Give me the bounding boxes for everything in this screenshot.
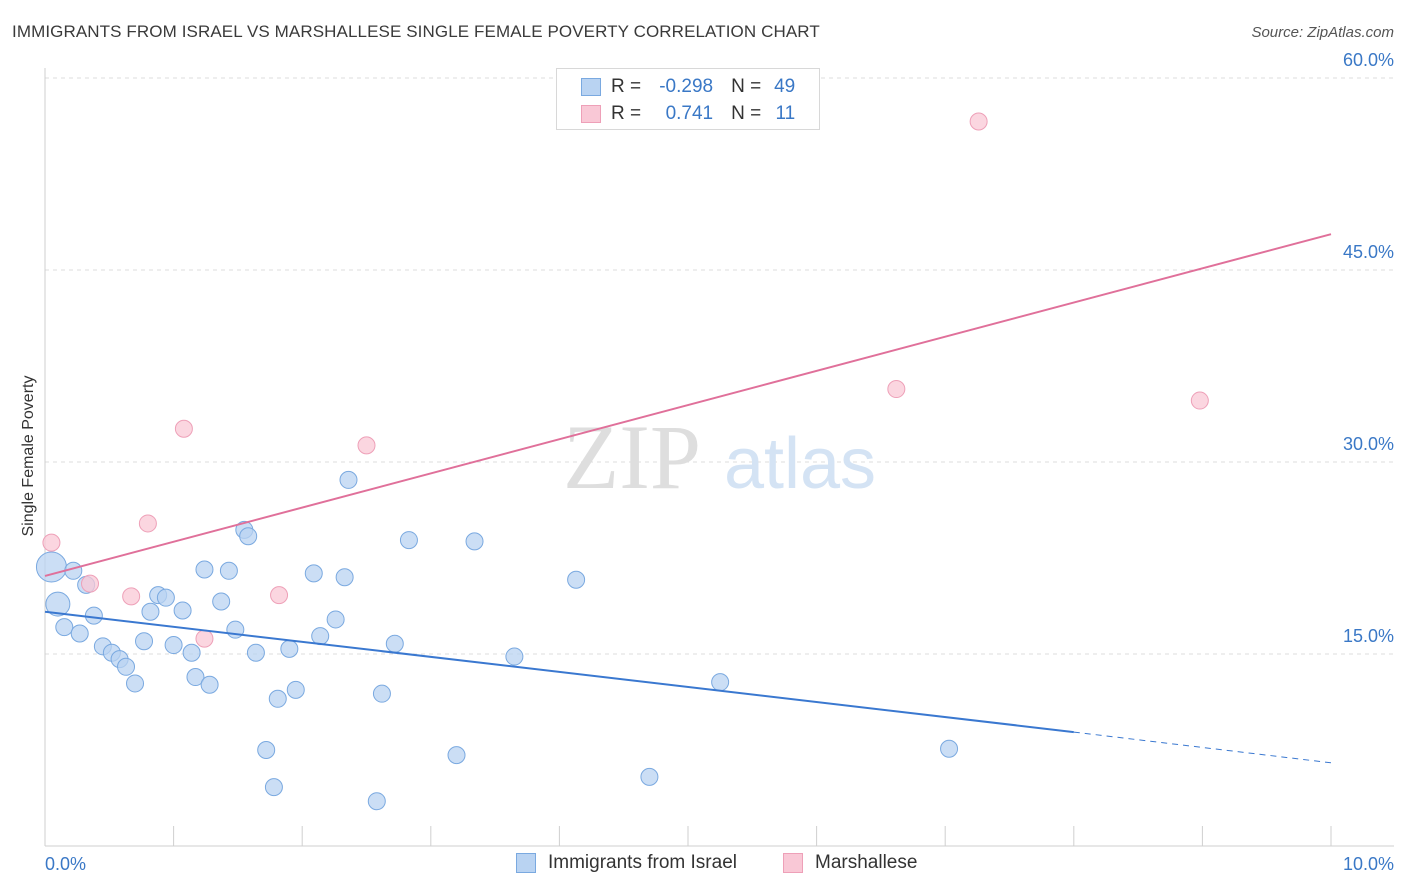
israel-point (567, 570, 586, 589)
israel-point (335, 568, 354, 587)
israel-point (156, 588, 175, 607)
israel-point (55, 618, 74, 637)
legend-row-marshallese: R = 0.741 N = 11 (581, 102, 795, 126)
israel-point (339, 470, 358, 489)
israel-point (239, 527, 258, 546)
chart-title: IMMIGRANTS FROM ISRAEL VS MARSHALLESE SI… (12, 22, 820, 41)
r-value: 0.741 (665, 103, 714, 124)
legend-item-israel: Immigrants from Israel (516, 852, 737, 874)
israel-point (465, 532, 484, 551)
y-tick-label: 60.0% (1343, 50, 1394, 70)
legend-label-israel: Immigrants from Israel (548, 852, 737, 873)
watermark-atlas: atlas (724, 424, 876, 504)
y-axis-label: Single Female Poverty (20, 375, 37, 537)
israel-point (173, 601, 192, 620)
marshallese-point (174, 419, 193, 438)
israel-point (257, 741, 276, 759)
israel-point (135, 632, 154, 651)
marshallese-point (122, 587, 141, 606)
series-legend: Immigrants from Israel Marshallese (0, 852, 1406, 876)
tick-labels: 15.0% 30.0% 45.0% 60.0% 0.0% 10.0% (45, 50, 1394, 874)
israel-trend-line (44, 610, 1074, 734)
legend-row-israel: R = -0.298 N = 49 (581, 75, 795, 99)
marshallese-point (195, 629, 214, 648)
israel-point (399, 531, 418, 550)
israel-point (182, 643, 201, 662)
marshallese-trend-line (44, 233, 1332, 577)
r-label: R = (611, 76, 642, 97)
israel-point (505, 647, 524, 666)
marshallese-point (42, 533, 61, 552)
israel-point (311, 627, 330, 646)
israel-point (447, 746, 466, 765)
marshallese-point (138, 514, 157, 533)
marshallese-point (1190, 391, 1209, 410)
watermark: ZIP atlas (563, 406, 876, 508)
israel-point (212, 592, 231, 611)
israel-point (141, 602, 160, 621)
series-israel-points (35, 470, 959, 811)
legend-item-marshallese: Marshallese (783, 852, 917, 874)
israel-point (219, 561, 238, 580)
israel-swatch (516, 853, 536, 873)
israel-point (200, 675, 219, 694)
y-tick-label: 45.0% (1343, 242, 1394, 262)
n-value: 49 (774, 76, 796, 97)
israel-point (35, 551, 67, 583)
y-tick-label: 30.0% (1343, 434, 1394, 454)
israel-swatch (581, 78, 601, 96)
israel-point (372, 684, 391, 703)
y-tick-label: 15.0% (1343, 626, 1394, 646)
israel-point (268, 689, 287, 708)
trend-lines (44, 233, 1332, 764)
marshallese-point (81, 574, 100, 593)
axis-layer (44, 68, 1394, 847)
source-label: Source: ZipAtlas.com (1251, 24, 1394, 41)
israel-point (246, 643, 265, 662)
marshallese-point (969, 112, 988, 131)
marshallese-point (357, 436, 376, 455)
israel-point (280, 639, 299, 658)
correlation-legend: R = -0.298 N = 49 R = 0.741 N = 11 (556, 68, 820, 130)
israel-point (304, 564, 323, 583)
israel-point (286, 680, 305, 699)
israel-point (45, 591, 71, 617)
israel-point (164, 636, 183, 655)
israel-point (940, 739, 959, 758)
israel-point (186, 668, 205, 687)
marshallese-swatch (581, 105, 601, 123)
israel-point (126, 674, 145, 693)
israel-point (70, 624, 89, 643)
x-tick-label-max: 10.0% (1343, 854, 1394, 874)
israel-point (367, 792, 386, 811)
marshallese-point (270, 586, 289, 605)
israel-point (385, 634, 404, 653)
israel-point (326, 610, 345, 629)
n-label: N = (731, 103, 762, 124)
n-value: 11 (775, 103, 796, 124)
x-tick-label-min: 0.0% (45, 854, 86, 874)
marshallese-swatch (783, 853, 803, 873)
r-label: R = (611, 103, 642, 124)
watermark-zip: ZIP (563, 406, 701, 508)
n-label: N = (731, 76, 762, 97)
israel-point (711, 673, 730, 692)
israel-point (640, 767, 659, 786)
legend-label-marshallese: Marshallese (815, 852, 918, 873)
israel-point (117, 657, 136, 676)
israel-point (264, 778, 283, 797)
israel-point (84, 606, 103, 625)
series-marshallese-points (42, 112, 1209, 648)
r-value: -0.298 (659, 76, 714, 97)
israel-point (195, 560, 214, 579)
marshallese-point (887, 380, 906, 399)
israel-trend-extension (1073, 731, 1332, 764)
grid-layer (45, 77, 1394, 655)
